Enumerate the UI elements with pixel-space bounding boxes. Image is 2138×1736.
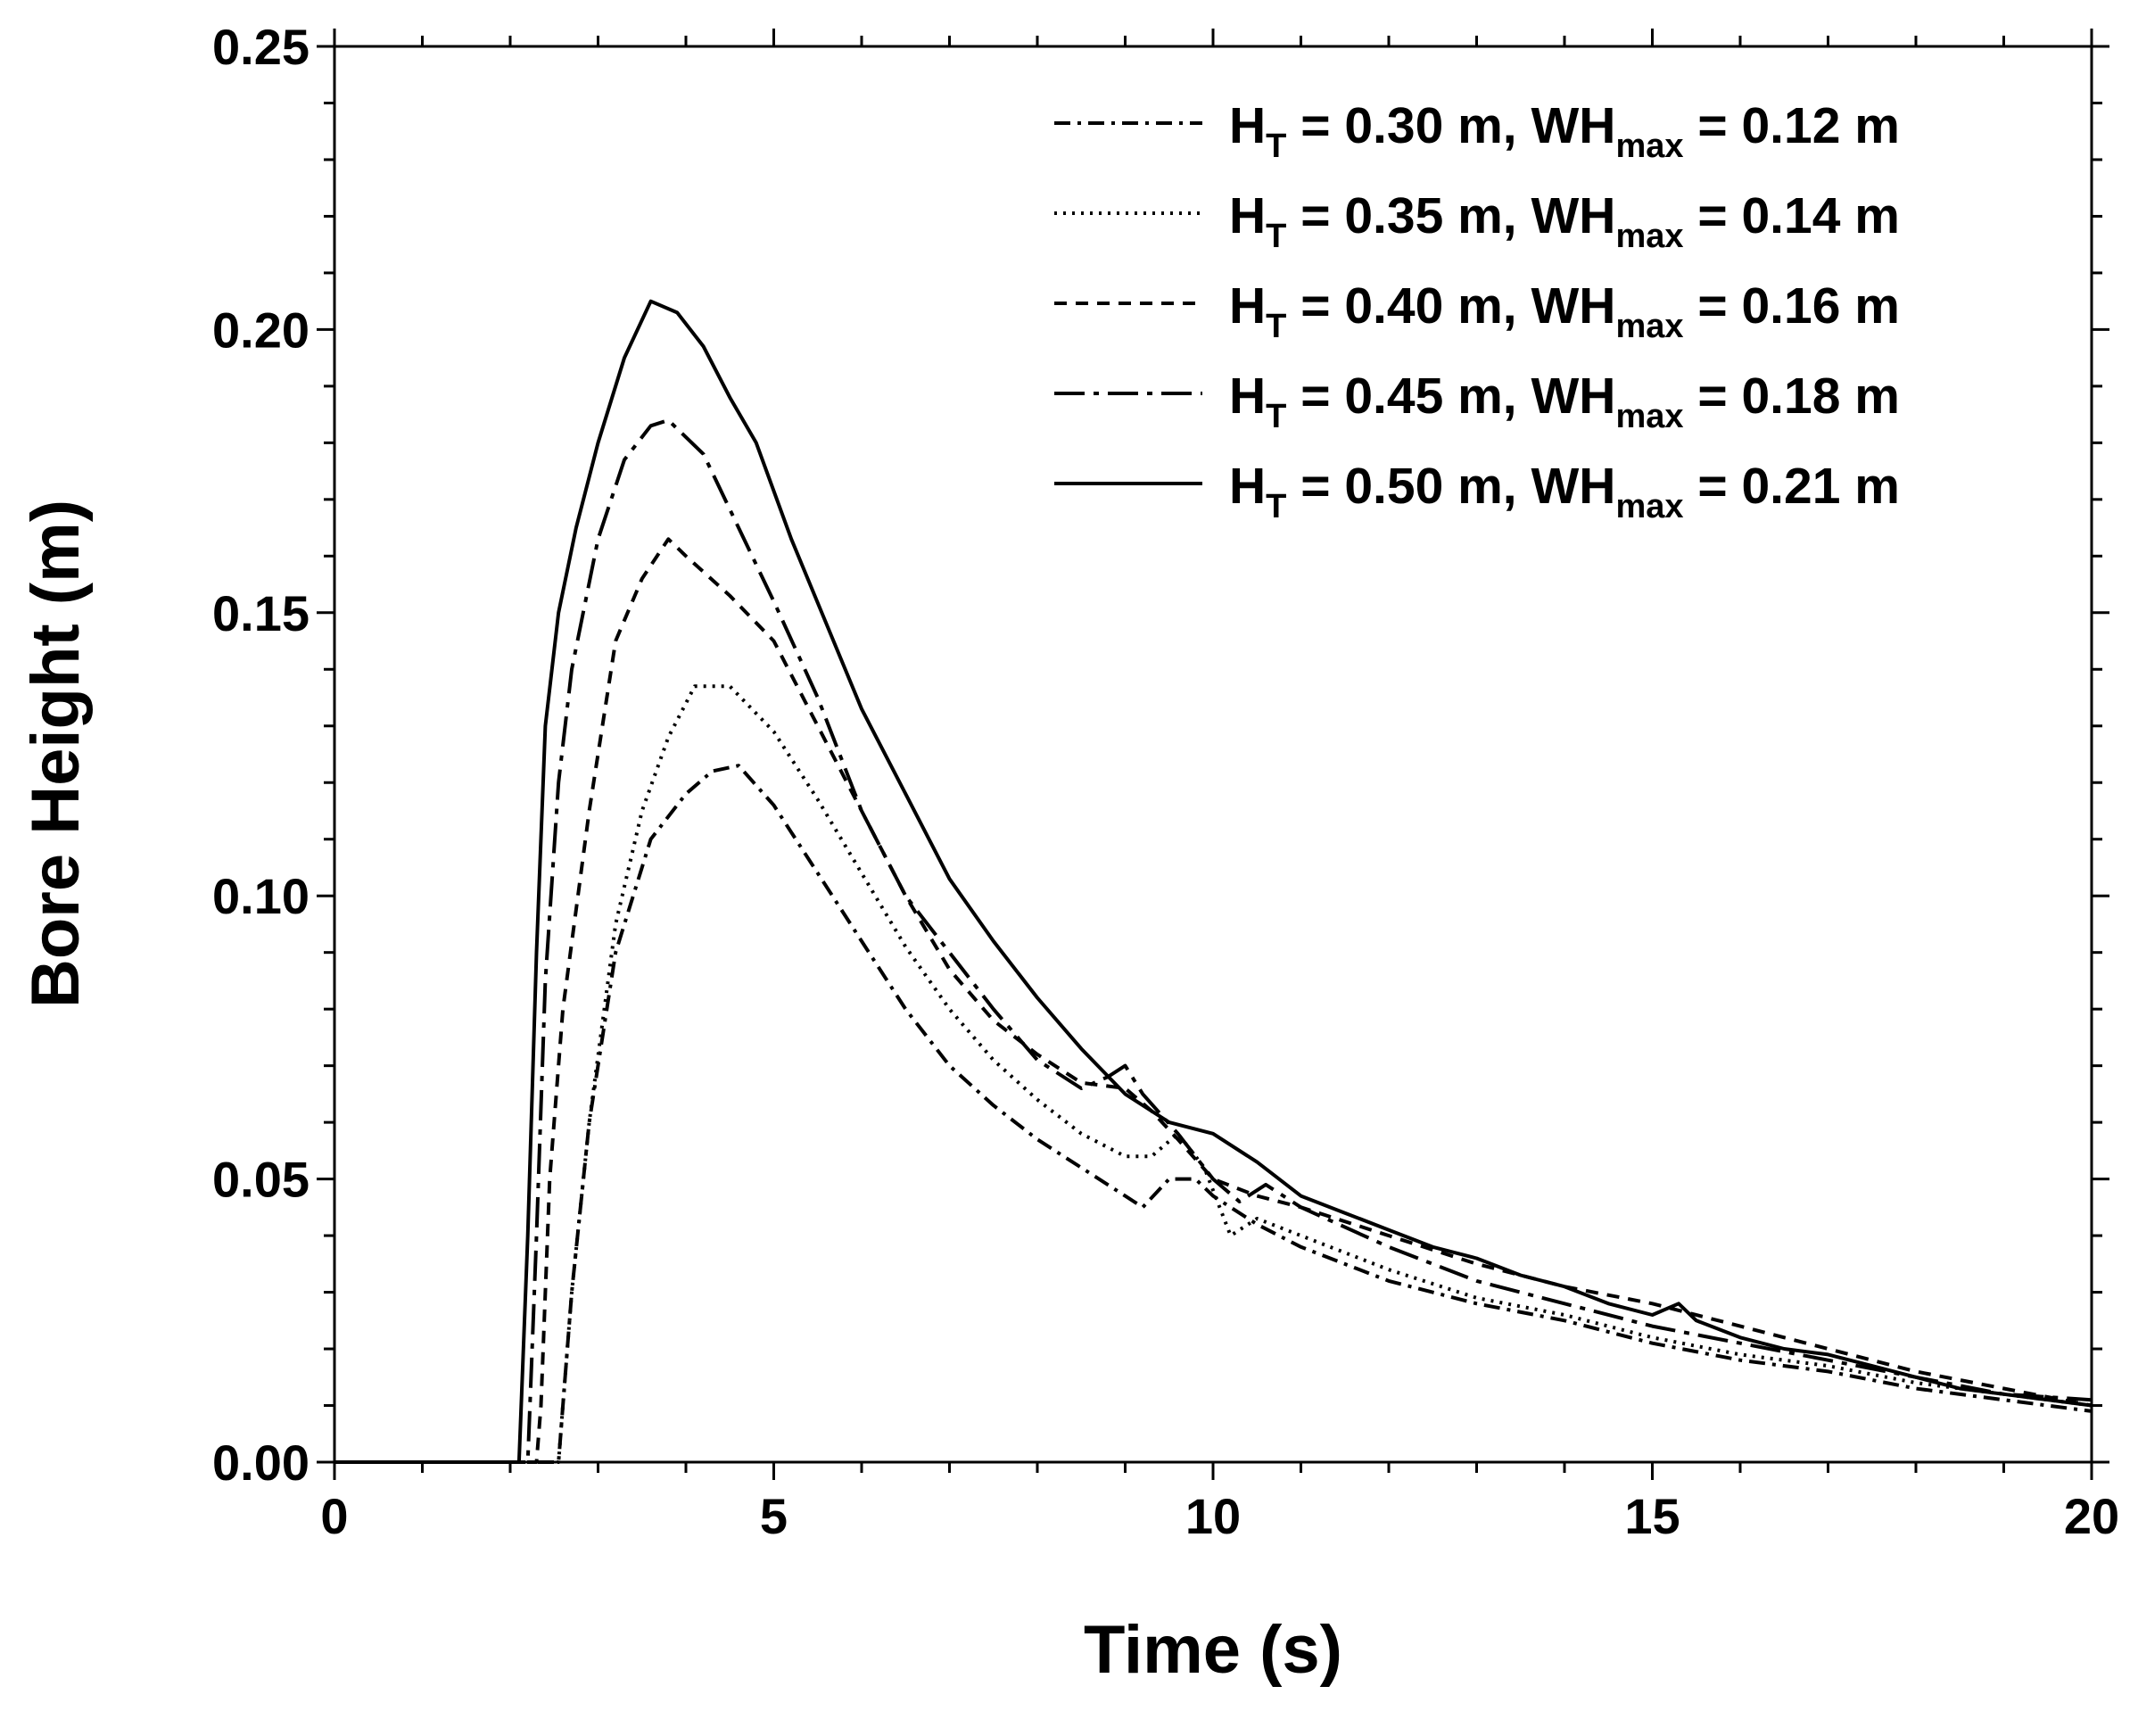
tick-labels: 0 5 10 15 20 0.00 0.05 0.10 0.15 0.20 0.25 [212, 19, 2119, 1544]
y-tick-label: 0.10 [212, 868, 310, 924]
legend-label-4: HT = 0.45 m, WHmax = 0.18 m [1229, 368, 1900, 435]
x-tick-label: 5 [760, 1488, 788, 1544]
x-axis-title: Time (s) [1084, 1612, 1342, 1688]
y-tick-label: 0.05 [212, 1152, 310, 1208]
legend-label-3: HT = 0.40 m, WHmax = 0.16 m [1229, 277, 1900, 345]
legend-label-2: HT = 0.35 m, WHmax = 0.14 m [1229, 187, 1900, 255]
x-tick-label: 20 [2064, 1488, 2119, 1544]
legend: HT = 0.30 m, WHmax = 0.12 m HT = 0.35 m, … [1054, 97, 1900, 525]
x-tick-label: 15 [1624, 1488, 1680, 1544]
plot-frame [333, 45, 2093, 1464]
legend-label-1: HT = 0.30 m, WHmax = 0.12 m [1229, 97, 1900, 165]
series-line-3 [334, 537, 2093, 1464]
y-tick-label: 0.00 [212, 1434, 310, 1491]
axis-ticks [317, 29, 2109, 1480]
x-tick-label: 10 [1185, 1488, 1241, 1544]
y-axis-title: Bore Height (m) [18, 500, 94, 1008]
series-line-5 [334, 299, 2093, 1464]
legend-label-5: HT = 0.50 m, WHmax = 0.21 m [1229, 458, 1900, 525]
y-tick-label: 0.20 [212, 302, 310, 358]
series-line-2 [334, 684, 2093, 1464]
data-series [334, 299, 2093, 1464]
y-tick-label: 0.25 [212, 19, 310, 75]
series-line-4 [334, 418, 2093, 1464]
x-tick-label: 0 [320, 1488, 348, 1544]
series-line-1 [334, 764, 2093, 1464]
y-tick-label: 0.15 [212, 585, 310, 641]
